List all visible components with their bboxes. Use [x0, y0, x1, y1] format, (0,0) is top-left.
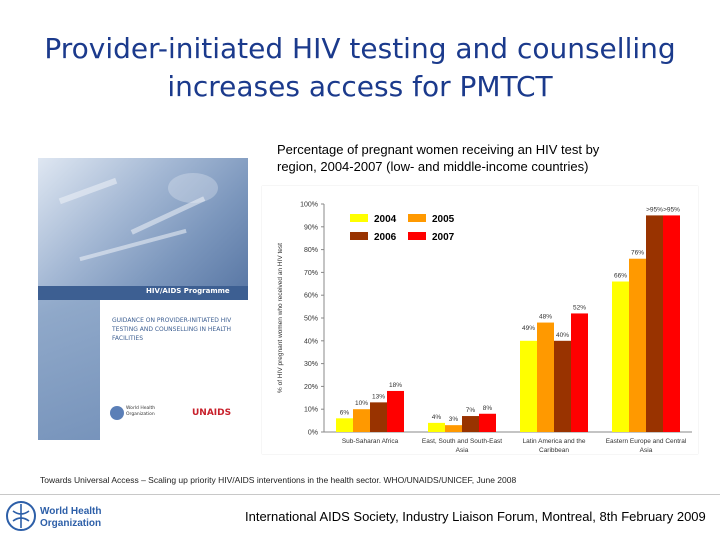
footer-divider [0, 494, 720, 495]
data-label: 3% [449, 416, 459, 423]
y-tick-label: 60% [304, 293, 318, 300]
who-emblem-icon [6, 501, 36, 531]
bar-2005-2 [537, 322, 554, 432]
slide-title-line1: Provider-initiated HIV testing and couns… [44, 32, 676, 65]
data-label: 6% [340, 409, 350, 416]
y-tick-label: 20% [304, 384, 318, 391]
cover-programme: HIV/AIDS Programme [146, 287, 230, 295]
data-label: 13% [372, 393, 385, 400]
category-label-line2: Caribbean [539, 447, 569, 454]
category-label-line2: Asia [640, 447, 653, 454]
y-axis-label: % of HIV pregnant women who received an … [277, 243, 284, 393]
category-label: East, South and South-East [422, 438, 502, 445]
bar-2004-3 [612, 281, 629, 432]
data-label: 76% [631, 250, 644, 257]
bar-2007-2 [571, 313, 588, 432]
data-label-extra: 49% [522, 325, 535, 332]
bar-2007-1 [479, 413, 496, 432]
bar-2004-0 [336, 418, 353, 432]
y-tick-label: 0% [308, 430, 318, 437]
bar-2007-0 [387, 390, 404, 432]
bar-2005-1 [445, 425, 462, 432]
cover-photo [38, 158, 248, 286]
data-label: 8% [483, 405, 493, 412]
category-label: Sub-Saharan Africa [342, 438, 399, 445]
cover-guidance-title: GUIDANCE ON PROVIDER-INITIATED HIV TESTI… [112, 317, 232, 342]
y-tick-label: 80% [304, 247, 318, 254]
cover-unaids-logo: UNAIDS [192, 408, 232, 418]
chart-title-line2: region, 2004-2007 (low- and middle-incom… [277, 159, 589, 174]
data-label: 4% [432, 414, 442, 421]
y-tick-label: 70% [304, 270, 318, 277]
y-tick-label: 40% [304, 338, 318, 345]
y-tick-label: 30% [304, 361, 318, 368]
data-label: 7% [466, 407, 476, 414]
footer-text: International AIDS Society, Industry Lia… [245, 509, 706, 524]
category-label: Eastern Europe and Central [606, 438, 687, 445]
slide-title: Provider-initiated HIV testing and couns… [0, 30, 720, 106]
legend-label-2005: 2005 [432, 214, 455, 225]
legend-swatch-2007 [408, 232, 426, 240]
bar-2006-3 [646, 215, 663, 432]
y-tick-label: 10% [304, 407, 318, 414]
bar-2006-1 [462, 416, 479, 432]
svg-text:Organization: Organization [40, 518, 101, 529]
source-note: Towards Universal Access – Scaling up pr… [40, 475, 517, 485]
y-tick-label: 50% [304, 316, 318, 323]
who-emblem-icon [110, 406, 124, 420]
y-tick-label: 100% [300, 202, 318, 209]
legend-label-2004: 2004 [374, 214, 397, 225]
legend-swatch-2006 [350, 232, 368, 240]
chart-title-line1: Percentage of pregnant women receiving a… [277, 142, 600, 157]
bar-2007-3 [663, 215, 680, 432]
category-label: Latin America and the [523, 438, 586, 445]
legend-swatch-2004 [350, 214, 368, 222]
footer-logo-text: World Health [40, 506, 101, 517]
data-label: 10% [355, 400, 368, 407]
data-label: >95% [663, 206, 680, 213]
chart-frame: 0% 10% 20% 30% 40% 50% 60% 70% 80% 90% 100% % of HI… [262, 186, 698, 454]
legend-label-2007: 2007 [432, 232, 455, 243]
bar-2006-2 [554, 340, 571, 432]
data-label: 40% [556, 332, 569, 339]
legend-label-2006: 2006 [374, 232, 397, 243]
data-label: 52% [573, 304, 586, 311]
cover-band [38, 286, 248, 300]
data-label: 48% [539, 314, 552, 321]
slide-title-line2: increases access for PMTCT [167, 70, 553, 103]
bar-chart: 0% 10% 20% 30% 40% 50% 60% 70% 80% 90% 100% % of HI… [277, 202, 692, 454]
bar-2005-0 [353, 409, 370, 432]
bar-2004-1 [428, 422, 445, 432]
bar-2004-2 [520, 340, 537, 432]
who-logo: World Health Organization [6, 501, 101, 531]
legend-swatch-2005 [408, 214, 426, 222]
cover-panel [100, 300, 248, 440]
bar-2006-0 [370, 402, 387, 432]
data-label: >95% [646, 206, 663, 213]
cover-logos: World Health Organization UNAIDS [100, 398, 248, 432]
bar-2005-3 [629, 258, 646, 432]
report-cover-image: HIV/AIDS Programme GUIDANCE ON PROVIDER-… [38, 158, 248, 440]
cover-who-text: World Health Organization [126, 406, 156, 417]
data-label: 18% [389, 382, 402, 389]
y-tick-label: 90% [304, 224, 318, 231]
category-label-line2: Asia [456, 447, 469, 454]
chart-title: Percentage of pregnant women receiving a… [277, 141, 697, 175]
data-label: 66% [614, 273, 627, 280]
